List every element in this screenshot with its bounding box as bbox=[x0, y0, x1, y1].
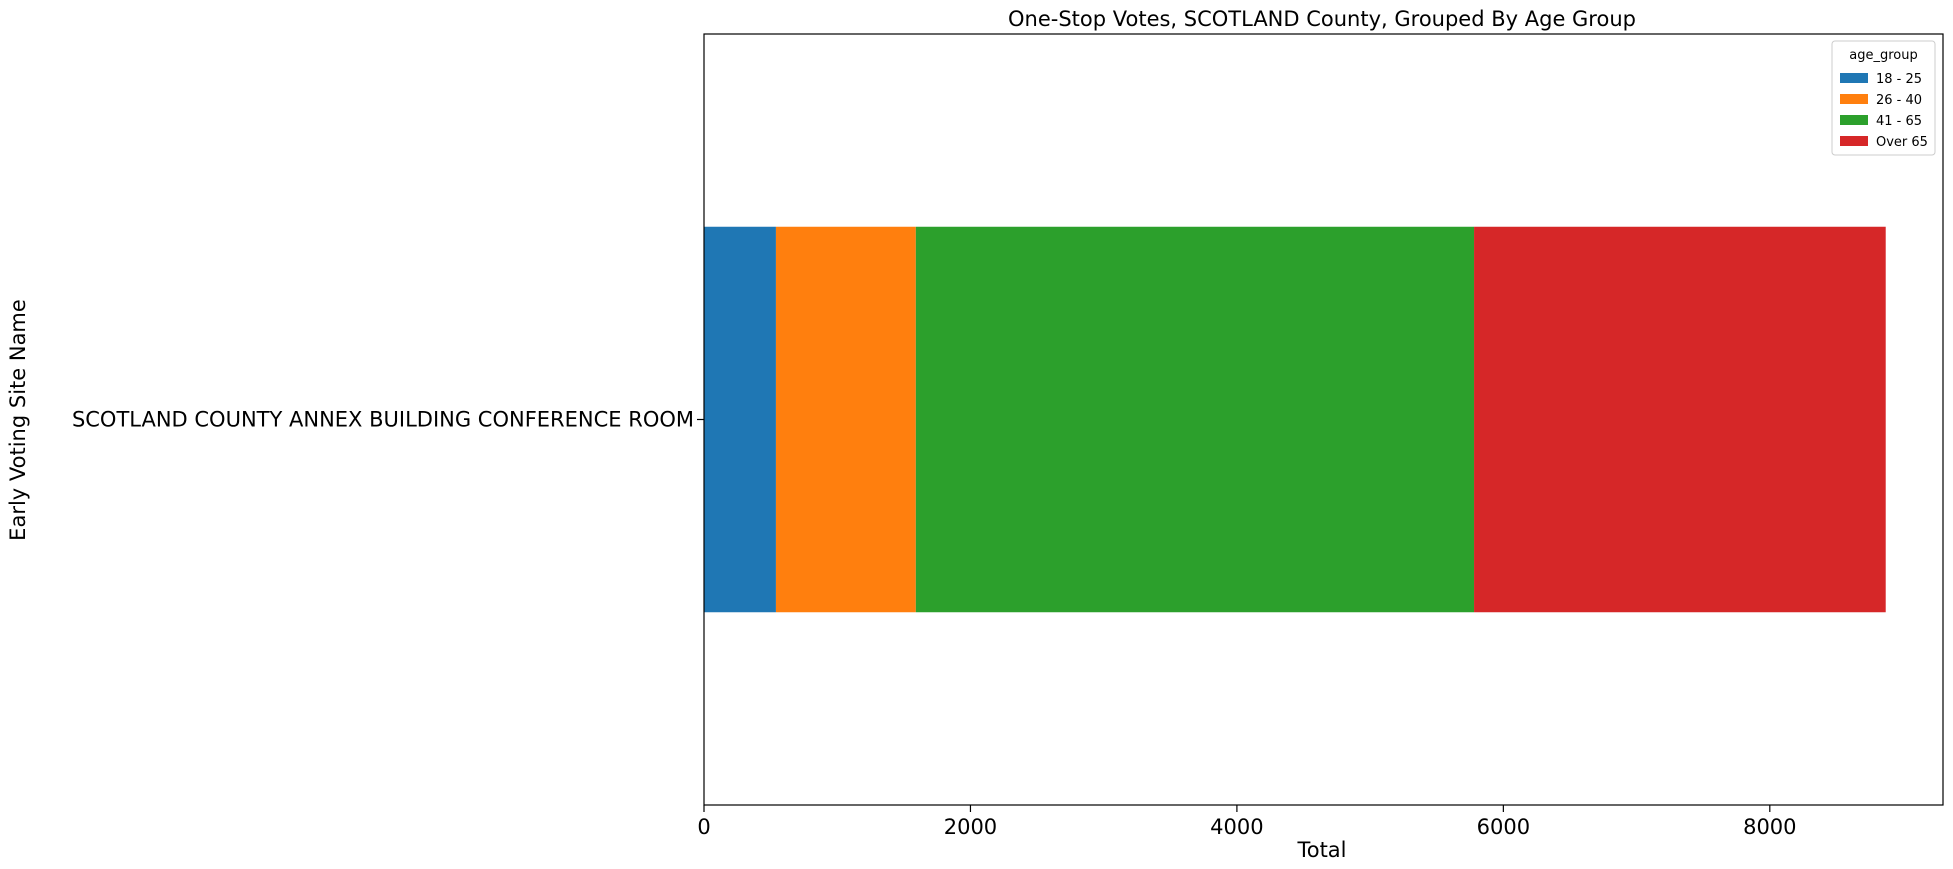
x-tick-label: 6000 bbox=[1477, 815, 1530, 839]
legend-entry-label: 26 - 40 bbox=[1876, 93, 1922, 108]
legend: age_group 18 - 25 26 - 40 41 - 65 Over 65 bbox=[1831, 40, 1936, 156]
bar-segment-18-25 bbox=[704, 226, 776, 613]
x-tick-label: 0 bbox=[697, 815, 710, 839]
bar-segment-41-65 bbox=[915, 226, 1475, 613]
x-axis-label: Total bbox=[1296, 838, 1346, 862]
legend-swatch bbox=[1840, 136, 1868, 146]
x-tick-label: 2000 bbox=[944, 815, 997, 839]
legend-entry-label: Over 65 bbox=[1876, 135, 1928, 150]
legend-swatch bbox=[1840, 115, 1868, 125]
legend-title: age_group bbox=[1849, 48, 1917, 63]
legend-frame bbox=[1831, 40, 1936, 156]
y-axis-label: Early Voting Site Name bbox=[6, 299, 30, 541]
x-tick-label: 4000 bbox=[1210, 815, 1263, 839]
chart-title: One-Stop Votes, SCOTLAND County, Grouped… bbox=[1008, 7, 1636, 31]
legend-entry-label: 18 - 25 bbox=[1876, 72, 1922, 87]
y-tick-label: SCOTLAND COUNTY ANNEX BUILDING CONFERENC… bbox=[72, 408, 694, 432]
legend-swatch bbox=[1840, 94, 1868, 104]
x-axis: 0 2000 4000 6000 8000 bbox=[697, 805, 1797, 839]
legend-entry-label: 41 - 65 bbox=[1876, 114, 1922, 129]
bar-segment-26-40 bbox=[775, 226, 916, 613]
plot-area bbox=[704, 226, 1886, 613]
legend-swatch bbox=[1840, 73, 1868, 83]
x-tick-label: 8000 bbox=[1743, 815, 1796, 839]
bar-segment-over-65 bbox=[1474, 226, 1886, 613]
y-axis: SCOTLAND COUNTY ANNEX BUILDING CONFERENC… bbox=[72, 408, 704, 432]
